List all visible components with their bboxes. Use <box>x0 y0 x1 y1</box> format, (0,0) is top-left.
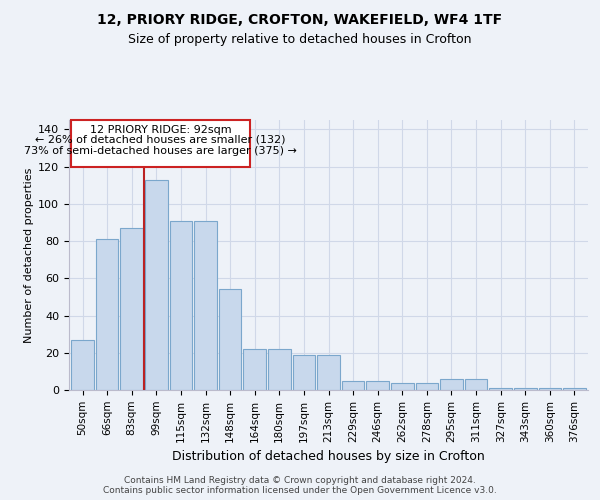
Text: Contains HM Land Registry data © Crown copyright and database right 2024.: Contains HM Land Registry data © Crown c… <box>124 476 476 485</box>
Bar <box>367 380 389 390</box>
Bar <box>514 388 536 390</box>
Text: Contains public sector information licensed under the Open Government Licence v3: Contains public sector information licen… <box>103 486 497 495</box>
Text: 12 PRIORY RIDGE: 92sqm: 12 PRIORY RIDGE: 92sqm <box>90 124 232 134</box>
Bar <box>317 354 340 390</box>
FancyBboxPatch shape <box>71 120 250 166</box>
Bar <box>170 220 192 390</box>
Bar <box>71 340 94 390</box>
Bar <box>440 379 463 390</box>
Bar <box>391 382 413 390</box>
Bar <box>293 354 315 390</box>
Text: 12, PRIORY RIDGE, CROFTON, WAKEFIELD, WF4 1TF: 12, PRIORY RIDGE, CROFTON, WAKEFIELD, WF… <box>97 12 503 26</box>
Bar <box>563 388 586 390</box>
X-axis label: Distribution of detached houses by size in Crofton: Distribution of detached houses by size … <box>172 450 485 463</box>
Bar <box>145 180 167 390</box>
Bar <box>539 388 561 390</box>
Bar <box>416 382 438 390</box>
Bar <box>342 380 364 390</box>
Bar <box>465 379 487 390</box>
Text: Size of property relative to detached houses in Crofton: Size of property relative to detached ho… <box>128 32 472 46</box>
Bar <box>219 290 241 390</box>
Text: ← 26% of detached houses are smaller (132): ← 26% of detached houses are smaller (13… <box>35 135 286 145</box>
Bar <box>268 349 290 390</box>
Bar <box>194 220 217 390</box>
Bar <box>490 388 512 390</box>
Bar <box>244 349 266 390</box>
Text: 73% of semi-detached houses are larger (375) →: 73% of semi-detached houses are larger (… <box>24 146 297 156</box>
Y-axis label: Number of detached properties: Number of detached properties <box>24 168 34 342</box>
Bar <box>96 239 118 390</box>
Bar <box>121 228 143 390</box>
